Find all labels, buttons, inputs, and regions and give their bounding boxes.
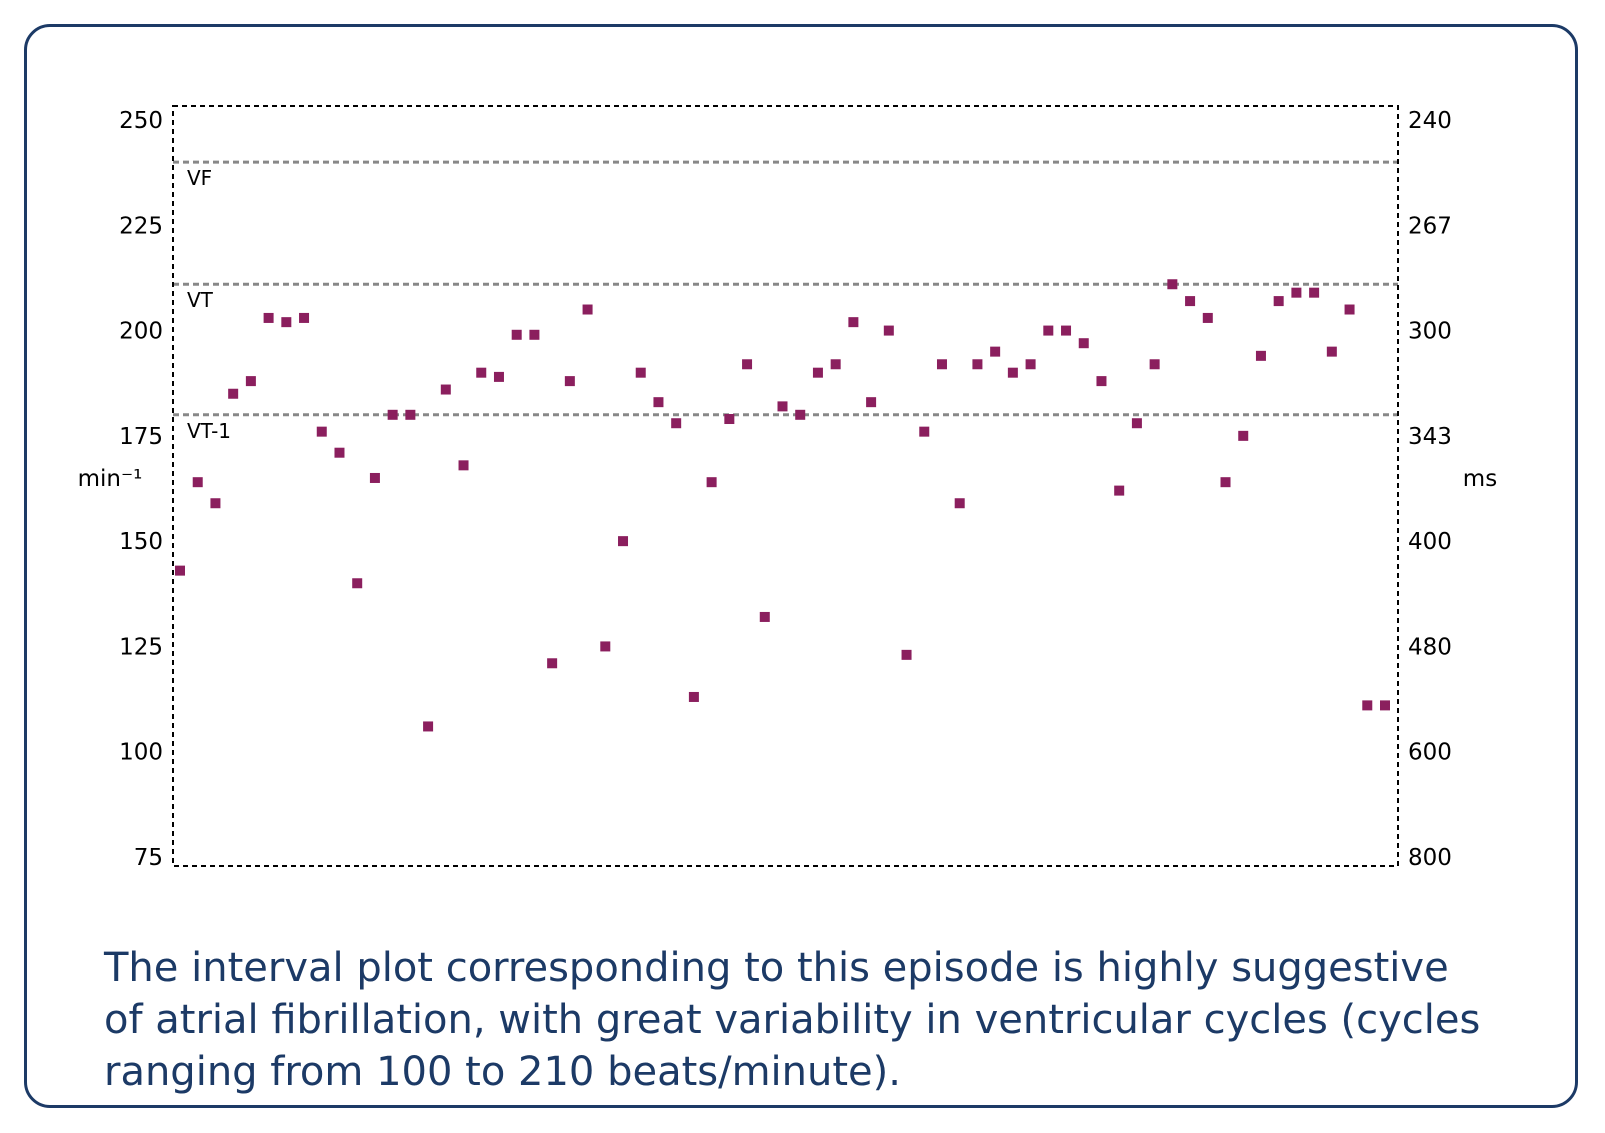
data-point <box>688 691 699 702</box>
left-tick-label: 75 <box>134 845 163 871</box>
data-point <box>175 565 185 576</box>
right-tick-label: 343 <box>1408 424 1452 450</box>
data-point <box>1114 485 1125 496</box>
left-tick-label: 225 <box>119 213 163 239</box>
data-point <box>281 317 292 328</box>
data-point <box>1255 350 1266 361</box>
data-point <box>493 371 504 382</box>
zone-label-vt-1: VT-1 <box>187 419 231 443</box>
data-point <box>299 312 310 323</box>
data-point <box>476 367 487 378</box>
data-point <box>1326 346 1337 357</box>
data-point <box>228 388 239 399</box>
axis-ticks: 250 240 225 267 200 300 175 343 150 400 125 480 100 6… <box>119 108 1452 871</box>
data-point <box>724 414 735 425</box>
right-tick-label: 800 <box>1408 845 1452 871</box>
data-point <box>848 317 859 328</box>
data-point <box>547 658 558 669</box>
left-tick-label: 100 <box>119 740 163 766</box>
data-point <box>1220 477 1231 488</box>
data-point <box>582 304 593 315</box>
data-point <box>1185 296 1196 307</box>
figure-caption: The interval plot corresponding to this … <box>104 945 1481 1095</box>
data-point <box>936 359 947 370</box>
data-point <box>742 359 753 370</box>
data-point <box>1344 304 1355 315</box>
data-point <box>777 401 788 412</box>
left-tick-label: 125 <box>119 634 163 660</box>
data-point <box>352 578 363 589</box>
data-point <box>1043 325 1054 336</box>
data-point <box>671 418 682 429</box>
data-point <box>1362 700 1373 711</box>
data-point <box>1273 296 1284 307</box>
plot-border <box>172 105 1399 867</box>
data-point <box>954 498 965 509</box>
data-point <box>1131 418 1142 429</box>
data-point <box>1202 312 1213 323</box>
right-tick-label: 600 <box>1408 740 1452 766</box>
data-point <box>618 536 629 547</box>
data-point <box>990 346 1001 357</box>
data-point <box>1096 376 1107 387</box>
data-point <box>564 376 575 387</box>
data-point <box>1007 367 1018 378</box>
data-point <box>759 611 770 622</box>
data-point <box>334 447 345 458</box>
data-point <box>919 426 930 437</box>
data-point <box>387 409 398 420</box>
right-tick-label: 240 <box>1408 108 1452 134</box>
data-point <box>795 409 806 420</box>
data-point <box>883 325 894 336</box>
data-point <box>812 367 823 378</box>
data-point <box>316 426 327 437</box>
data-point <box>1380 700 1390 711</box>
right-axis-label: ms <box>1463 466 1497 492</box>
data-point <box>369 472 380 483</box>
data-point <box>405 409 416 420</box>
data-point <box>423 721 434 732</box>
right-tick-label: 400 <box>1408 529 1452 555</box>
data-point <box>1291 287 1302 298</box>
data-point <box>192 477 203 488</box>
data-point <box>263 312 274 323</box>
data-point <box>1309 287 1320 298</box>
left-tick-label: 175 <box>119 424 163 450</box>
data-point <box>706 477 717 488</box>
left-tick-label: 200 <box>119 319 163 345</box>
zone-label-vt: VT <box>187 288 214 312</box>
right-tick-label: 267 <box>1408 213 1452 239</box>
left-tick-label: 150 <box>119 529 163 555</box>
left-tick-label: 250 <box>119 108 163 134</box>
data-point <box>440 384 451 395</box>
zone-label-vf: VF <box>187 166 212 190</box>
data-point <box>901 649 912 660</box>
right-tick-label: 480 <box>1408 634 1452 660</box>
data-point <box>458 460 469 471</box>
data-point <box>529 329 540 340</box>
data-point <box>830 359 841 370</box>
data-point <box>511 329 522 340</box>
left-axis-label: min⁻¹ <box>78 466 143 492</box>
data-point <box>1149 359 1160 370</box>
data-points <box>175 279 1390 732</box>
data-point <box>1061 325 1072 336</box>
data-point <box>972 359 983 370</box>
data-point <box>1238 430 1249 441</box>
data-point <box>1078 338 1089 349</box>
data-point <box>635 367 646 378</box>
data-point <box>1167 279 1178 290</box>
data-point <box>210 498 221 509</box>
data-point <box>600 641 611 652</box>
data-point <box>866 397 877 408</box>
plot-frame <box>172 105 1399 867</box>
right-tick-label: 300 <box>1408 319 1452 345</box>
interval-plot: VF VT VT-1 250 240 225 267 200 300 175 343 150 400 1… <box>78 105 1497 871</box>
data-point <box>653 397 664 408</box>
figure-card <box>24 24 1578 1108</box>
data-point <box>1025 359 1036 370</box>
data-point <box>245 376 256 387</box>
zone-lines: VF VT VT-1 <box>173 160 1398 443</box>
